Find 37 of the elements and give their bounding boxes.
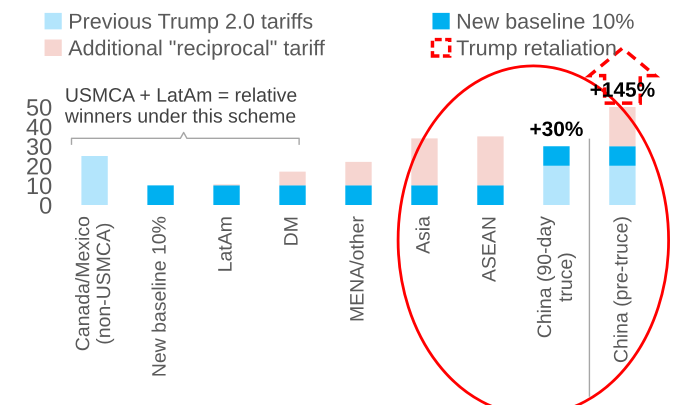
bar	[609, 166, 636, 205]
x-tick-label: LatAm	[218, 217, 232, 271]
bar	[213, 185, 240, 205]
legend-label: Additional "reciprocal" tariff	[68, 40, 325, 60]
annotation: USMCA + LatAm = relative winners under this scheme	[64, 88, 296, 123]
y-tick-label: 50	[26, 99, 52, 116]
bar	[477, 185, 504, 205]
x-tick-label: China (pre-truce)	[613, 217, 632, 362]
bar	[411, 138, 438, 186]
bar	[81, 156, 108, 205]
bar	[543, 166, 570, 205]
annotation: +30%	[530, 121, 583, 136]
bar	[609, 146, 636, 166]
bar	[279, 172, 306, 186]
text: Trump retaliation	[456, 40, 616, 60]
legend-label: New baseline 10%	[458, 13, 634, 29]
bar	[609, 107, 636, 146]
x-tick-label: China (90-day truce)	[536, 216, 576, 338]
y-tick-label: 10	[28, 177, 52, 194]
bar	[411, 185, 438, 205]
y-tick-label: 40	[26, 118, 52, 136]
x-tick-label: Asia	[415, 216, 430, 254]
x-tick-label: Canada/Mexico (non-USMCA)	[75, 216, 114, 350]
x-tick-label: New baseline 10%	[152, 216, 166, 376]
bar	[147, 185, 174, 205]
y-tick-label: 30	[26, 138, 52, 155]
y-tick-label: 20	[27, 158, 52, 175]
x-tick-label: DM	[284, 218, 298, 245]
y-tick-label: 0	[40, 197, 52, 214]
legend-label: Previous Trump 2.0 tariffs	[70, 13, 312, 34]
bar	[477, 136, 504, 186]
bar	[345, 185, 372, 205]
x-tick-label: MENA/other	[349, 216, 364, 320]
x-tick-label: ASEAN	[482, 218, 496, 282]
bar	[279, 185, 306, 205]
bar	[543, 146, 570, 166]
bar	[345, 162, 372, 186]
